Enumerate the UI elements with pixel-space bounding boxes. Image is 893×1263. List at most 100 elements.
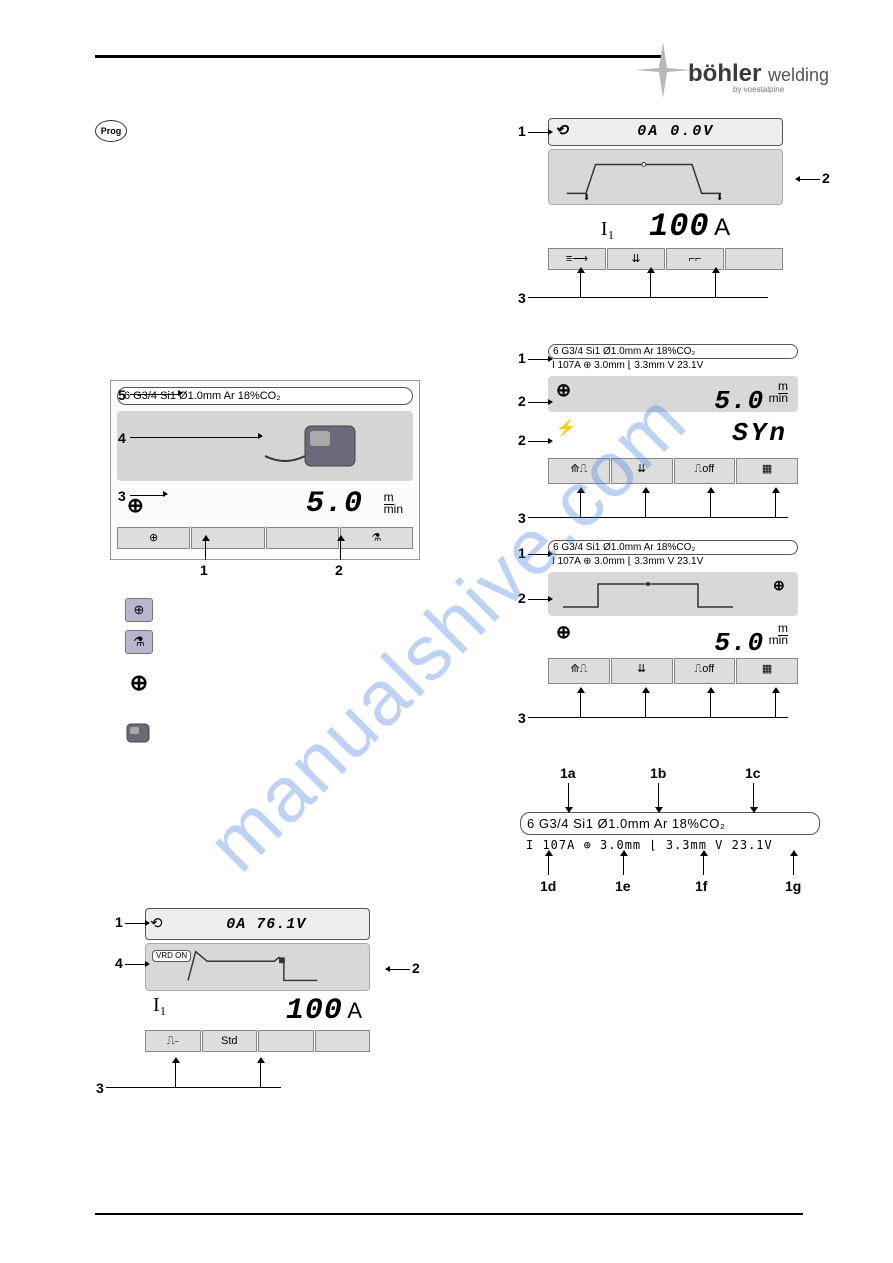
callout-e2: 2 bbox=[518, 590, 553, 606]
wire-plain-icon: ⊕ bbox=[125, 670, 153, 694]
wire-setup-panel: 6 G3/4 Si1 Ø1.0mm Ar 18%CO₂ ⊕ 5.0 mmin ⊕… bbox=[110, 380, 420, 560]
mig1-softkey-3[interactable]: ⎍off bbox=[674, 458, 736, 484]
callout-f-1e: 1e bbox=[615, 878, 631, 894]
svg-text:⊕: ⊕ bbox=[773, 577, 785, 593]
mig1-header-params: I 107A ⊕ 3.0mm ⌊ 3.3mm V 23.1V bbox=[548, 359, 798, 372]
callout-b3: 3 bbox=[96, 1080, 104, 1096]
footer-rule bbox=[95, 1213, 803, 1215]
mig2-softkey-1[interactable]: ⟰⎍ bbox=[548, 658, 610, 684]
mig2-softkey-2[interactable]: ⇊ bbox=[611, 658, 673, 684]
detail-header-bottom: I 107A ⊕ 3.0mm ⌊ 3.3mm V 23.1V bbox=[520, 835, 820, 855]
callout-a4: 4 bbox=[118, 430, 126, 446]
mma-i-unit: A bbox=[347, 998, 362, 1023]
mma-display-panel: ⟲ 0A 76.1V VRD ON I₁ 100 A ⎍⎯ Std bbox=[145, 908, 370, 1052]
callout-a1: 1 bbox=[200, 562, 208, 578]
tig-softkey-2[interactable]: ⇊ bbox=[607, 248, 665, 270]
mig2-waveform-area: ⊕ bbox=[548, 572, 798, 616]
legend-icon-wire-feed: ⊕ bbox=[125, 598, 153, 622]
wire-speed-row: ⊕ 5.0 mmin bbox=[117, 487, 413, 523]
tig-i-unit: A bbox=[714, 214, 730, 241]
wire-setup-header: 6 G3/4 Si1 Ø1.0mm Ar 18%CO₂ bbox=[117, 387, 413, 405]
brand-byline: by voestalpine bbox=[733, 85, 784, 94]
callout-a3: 3 bbox=[118, 488, 126, 504]
mma-softkey-1[interactable]: ⎍⎯ bbox=[145, 1030, 201, 1052]
mig2-header-program: 6 G3/4 Si1 Ø1.0mm Ar 18%CO₂ bbox=[548, 540, 798, 555]
mma-measurement-row: ⟲ 0A 76.1V bbox=[145, 908, 370, 940]
mma-softkey-4[interactable] bbox=[315, 1030, 371, 1052]
mig2-softkey-4[interactable]: ▦ bbox=[736, 658, 798, 684]
callout-b4: 4 bbox=[115, 955, 150, 971]
callout-c1: 1 bbox=[518, 123, 553, 139]
wire-feed-icon: ⊕ bbox=[125, 598, 153, 622]
svg-text:⬇: ⬇ bbox=[716, 192, 723, 202]
mma-current-row: I₁ 100 A bbox=[145, 994, 370, 1030]
callout-e3: 3 bbox=[518, 710, 526, 726]
callout-d2b: 2 bbox=[518, 432, 553, 448]
mma-i-label: I₁ bbox=[153, 994, 167, 1017]
mma-softkey-2[interactable]: Std bbox=[202, 1030, 258, 1052]
mig1-softkey-4[interactable]: ▦ bbox=[736, 458, 798, 484]
mig-display-2: 6 G3/4 Si1 Ø1.0mm Ar 18%CO₂ I 107A ⊕ 3.0… bbox=[548, 540, 798, 684]
svg-text:⬇: ⬇ bbox=[583, 192, 590, 202]
mma-waveform-area: VRD ON bbox=[145, 943, 370, 991]
mig1-softkey-row: ⟰⎍ ⇊ ⎍off ▦ bbox=[548, 458, 798, 484]
legend-icon-gas-test: ⚗ bbox=[125, 630, 153, 654]
callout-a2: 2 bbox=[335, 562, 343, 578]
callout-b2: 2 bbox=[385, 960, 420, 976]
header-rule bbox=[95, 55, 665, 58]
callout-c2: 2 bbox=[795, 170, 830, 186]
mig2-softkey-3[interactable]: ⎍off bbox=[674, 658, 736, 684]
brand-name: böhler bbox=[688, 60, 761, 87]
softkey-gas-test[interactable]: ⚗ bbox=[340, 527, 413, 549]
callout-f-1g: 1g bbox=[785, 878, 801, 894]
mig2-header-params: I 107A ⊕ 3.0mm ⌊ 3.3mm V 23.1V bbox=[548, 555, 798, 568]
tig-waveform-area: ⬇ ⬇ bbox=[548, 149, 783, 205]
detail-header-top: 6 G3/4 Si1 Ø1.0mm Ar 18%CO₂ bbox=[520, 812, 820, 835]
legend-icon-machine bbox=[125, 720, 153, 751]
callout-e1: 1 bbox=[518, 545, 553, 561]
tig-softkey-4[interactable] bbox=[725, 248, 783, 270]
legend-icon-wire-plain: ⊕ bbox=[125, 670, 153, 695]
mma-i-value: 100 bbox=[286, 994, 343, 1028]
gas-test-icon: ⚗ bbox=[125, 630, 153, 654]
mig1-wire-value: 5.0 bbox=[714, 386, 764, 416]
mig1-header-program: 6 G3/4 Si1 Ø1.0mm Ar 18%CO₂ bbox=[548, 344, 798, 359]
mig1-softkey-2[interactable]: ⇊ bbox=[611, 458, 673, 484]
callout-f-1f: 1f bbox=[695, 878, 707, 894]
callout-a5: 5 bbox=[118, 387, 126, 403]
star-icon bbox=[633, 40, 693, 100]
vrd-badge: VRD ON bbox=[152, 950, 191, 962]
callout-f-1d: 1d bbox=[540, 878, 556, 894]
mig2-wire-speed-row: ⊕ 5.0 mmin bbox=[548, 620, 798, 656]
callout-f-1b: 1b bbox=[650, 765, 666, 781]
mma-top-values: 0A 76.1V bbox=[226, 916, 306, 933]
callout-d2a: 2 bbox=[518, 393, 553, 409]
mig-display-1: 6 G3/4 Si1 Ø1.0mm Ar 18%CO₂ I 107A ⊕ 3.0… bbox=[548, 344, 798, 484]
callout-d1: 1 bbox=[518, 350, 553, 366]
mig1-wire-speed-row: ⊕ 5.0 mmin bbox=[548, 376, 798, 412]
prog-icon: Prog bbox=[95, 120, 127, 142]
tig-i-value: 100 bbox=[649, 208, 710, 245]
callout-f-1c: 1c bbox=[745, 765, 761, 781]
tig-top-values: 0A 0.0V bbox=[637, 123, 714, 140]
callout-b1: 1 bbox=[115, 914, 150, 930]
callout-c3: 3 bbox=[518, 290, 526, 306]
mig1-softkey-1[interactable]: ⟰⎍ bbox=[548, 458, 610, 484]
mig1-syn-row: ⚡ SYn bbox=[548, 416, 798, 452]
callout-f-1a: 1a bbox=[560, 765, 576, 781]
tig-measurement-row: ⟲ 0A 0.0V bbox=[548, 118, 783, 146]
tig-display-panel: ⟲ 0A 0.0V ⬇ ⬇ I₁ 100 A ≡⟶ ⇊ ⌐⌐ bbox=[548, 118, 783, 270]
tig-current-row: I₁ 100 A bbox=[548, 208, 783, 248]
mma-std-label: Std bbox=[221, 1035, 238, 1047]
softkey-wire-feed[interactable]: ⊕ bbox=[117, 527, 190, 549]
tig-i-label: I₁ bbox=[601, 218, 615, 240]
brand-logo: böhler welding by voestalpine bbox=[643, 30, 843, 100]
softkey-blank-2[interactable] bbox=[266, 527, 339, 549]
machine-illustration bbox=[117, 411, 413, 481]
mma-softkey-3[interactable] bbox=[258, 1030, 314, 1052]
brand-sub: welding bbox=[768, 65, 829, 85]
mig2-softkey-row: ⟰⎍ ⇊ ⎍off ▦ bbox=[548, 658, 798, 684]
wire-speed-value: 5.0 bbox=[306, 487, 363, 521]
mma-softkey-row: ⎍⎯ Std bbox=[145, 1030, 370, 1052]
machine-icon bbox=[125, 720, 153, 746]
